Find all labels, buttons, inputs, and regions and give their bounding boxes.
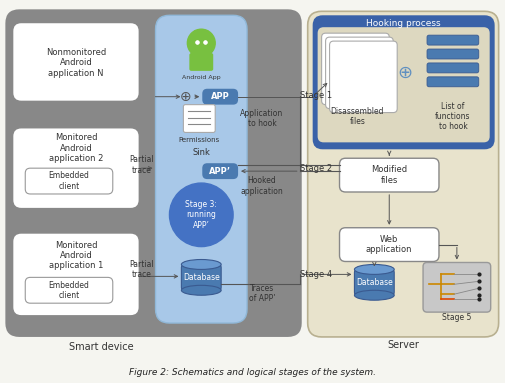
Text: Stage 5: Stage 5 <box>442 313 472 322</box>
Text: Monitored
Android
application 1: Monitored Android application 1 <box>49 241 103 270</box>
FancyBboxPatch shape <box>13 234 139 315</box>
FancyBboxPatch shape <box>203 89 238 105</box>
Text: List of
functions
to hook: List of functions to hook <box>435 101 471 131</box>
FancyBboxPatch shape <box>6 9 301 337</box>
FancyBboxPatch shape <box>189 53 213 71</box>
FancyBboxPatch shape <box>181 265 221 290</box>
Ellipse shape <box>181 260 221 269</box>
FancyBboxPatch shape <box>330 41 397 113</box>
Text: Stage 4: Stage 4 <box>300 270 332 279</box>
Text: APP: APP <box>211 92 230 101</box>
FancyBboxPatch shape <box>322 33 389 105</box>
Text: Database: Database <box>356 278 393 287</box>
FancyBboxPatch shape <box>355 269 394 295</box>
Text: Partial
trace: Partial trace <box>129 155 154 175</box>
Text: APP’: APP’ <box>209 167 231 176</box>
FancyBboxPatch shape <box>183 105 215 133</box>
FancyBboxPatch shape <box>308 11 498 337</box>
Text: Hooking process: Hooking process <box>366 19 440 28</box>
Text: Partial
trace: Partial trace <box>129 260 154 279</box>
FancyBboxPatch shape <box>427 77 479 87</box>
Text: Application
to hook: Application to hook <box>240 109 284 128</box>
FancyBboxPatch shape <box>13 23 139 101</box>
Text: Disassembled
files: Disassembled files <box>331 107 384 126</box>
Ellipse shape <box>355 265 394 274</box>
Text: Permissions: Permissions <box>179 137 220 143</box>
Text: Database: Database <box>183 273 220 282</box>
Text: Nonmonitored
Android
application N: Nonmonitored Android application N <box>46 48 106 78</box>
Ellipse shape <box>181 285 221 295</box>
Text: ⊕: ⊕ <box>397 64 413 82</box>
Circle shape <box>187 29 215 57</box>
Text: Android App: Android App <box>182 75 221 80</box>
Text: Traces
of APP’: Traces of APP’ <box>248 283 275 303</box>
Circle shape <box>170 183 233 247</box>
FancyBboxPatch shape <box>318 27 490 142</box>
FancyBboxPatch shape <box>203 163 238 179</box>
Text: Embedded
client: Embedded client <box>48 281 89 300</box>
FancyBboxPatch shape <box>25 168 113 194</box>
FancyBboxPatch shape <box>427 63 479 73</box>
Text: Web
application: Web application <box>366 235 413 254</box>
Text: Stage 2: Stage 2 <box>300 164 332 173</box>
FancyBboxPatch shape <box>423 262 491 312</box>
Text: Sink: Sink <box>192 148 210 157</box>
Text: Stage 3:
running
APP’: Stage 3: running APP’ <box>185 200 217 230</box>
FancyBboxPatch shape <box>13 128 139 208</box>
FancyBboxPatch shape <box>313 15 495 149</box>
FancyBboxPatch shape <box>339 228 439 262</box>
FancyBboxPatch shape <box>427 35 479 45</box>
Text: ⊕: ⊕ <box>180 90 191 104</box>
FancyBboxPatch shape <box>427 49 479 59</box>
Text: Embedded
client: Embedded client <box>48 171 89 191</box>
Text: Hooked
application: Hooked application <box>240 176 283 196</box>
FancyBboxPatch shape <box>326 37 393 109</box>
Text: Stage 1: Stage 1 <box>300 91 332 100</box>
Text: Monitored
Android
application 2: Monitored Android application 2 <box>49 133 103 163</box>
Text: Server: Server <box>387 340 419 350</box>
FancyBboxPatch shape <box>156 15 247 323</box>
FancyBboxPatch shape <box>25 277 113 303</box>
Ellipse shape <box>355 290 394 300</box>
FancyBboxPatch shape <box>339 158 439 192</box>
Text: Modified
files: Modified files <box>371 165 408 185</box>
Text: Smart device: Smart device <box>69 342 133 352</box>
Text: Figure 2: Schematics and logical stages of the system.: Figure 2: Schematics and logical stages … <box>128 368 376 377</box>
